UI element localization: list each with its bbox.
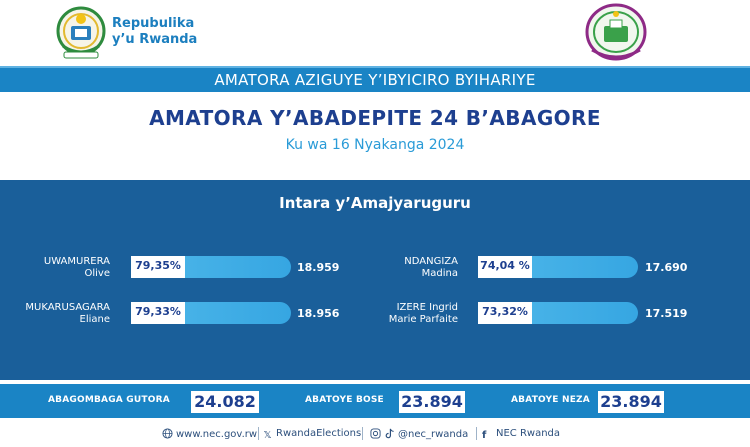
rwanda-coat-of-arms [56, 6, 106, 59]
candidate-name-line2: Olive [84, 268, 111, 279]
percent-box [131, 256, 185, 278]
candidate-name-line2: Marie Parfaite [388, 314, 458, 325]
valid-votes-value: 23.894 [598, 391, 664, 413]
candidate-name-line1: MUKARUSAGARA [25, 302, 110, 313]
registered-voters-label: ABAGOMBAGA GUTORA [48, 395, 170, 405]
turnout-summary: ABAGOMBAGA GUTORA 24.082 ABATOYE BOSE 23… [0, 384, 750, 418]
facebook-icon: f [482, 430, 487, 441]
website-link[interactable]: www.nec.gov.rw [162, 428, 257, 440]
total-voted-value: 23.894 [399, 391, 465, 413]
candidate-result-bar: 74,04 % [478, 256, 638, 278]
percent-box [478, 256, 532, 278]
tiktok-icon [385, 428, 394, 439]
nec-logo [585, 3, 647, 61]
candidate-name-line2: Madina [421, 268, 458, 279]
header: Repubulika y’u Rwanda [0, 0, 750, 66]
x-handle: RwandaElections [276, 428, 362, 439]
election-type-banner: AMATORA AZIGUYE Y’IBYICIRO BYIHARIYE [0, 66, 750, 92]
gov-name-line1: Repubulika [112, 16, 195, 31]
candidate-result-bar: 73,32% [478, 302, 638, 324]
facebook-handle: NEC Rwanda [496, 428, 561, 439]
website-text: www.nec.gov.rw [176, 429, 258, 440]
footer-divider [258, 427, 259, 440]
candidate-name: MUKARUSAGARA Eliane [0, 302, 110, 326]
candidate-name: IZERE Ingrid Marie Parfaite [348, 302, 458, 326]
candidate-percent: 74,04 % [480, 259, 530, 272]
percent-box [131, 302, 185, 324]
candidate-result-bar: 79,33% [131, 302, 291, 324]
candidate-result-bar: 79,35% [131, 256, 291, 278]
footer-contacts: www.nec.gov.rw 𝕏 RwandaElections @nec_rwa… [0, 420, 750, 447]
candidate-name-line1: NDANGIZA [404, 256, 458, 267]
banner-text: AMATORA AZIGUYE Y’IBYICIRO BYIHARIYE [214, 71, 536, 89]
candidate-name-line1: UWAMURERA [43, 256, 110, 267]
candidate-votes: 17.519 [645, 307, 688, 320]
facebook-link[interactable]: f NEC Rwanda [482, 428, 560, 441]
instagram-tiktok-link[interactable]: @nec_rwanda [370, 428, 468, 440]
candidate-votes: 18.959 [297, 261, 340, 274]
footer-divider [476, 427, 477, 440]
candidate-name-line2: Eliane [79, 314, 111, 325]
valid-votes-label: ABATOYE NEZA [511, 395, 590, 405]
social-handle: @nec_rwanda [398, 429, 469, 440]
date-subtitle: Ku wa 16 Nyakanga 2024 [285, 137, 465, 153]
candidate-name: NDANGIZA Madina [348, 256, 458, 280]
candidate-name: UWAMURERA Olive [0, 256, 110, 280]
x-link[interactable]: 𝕏 RwandaElections [262, 428, 361, 441]
candidate-votes: 18.956 [297, 307, 340, 320]
instagram-icon [370, 428, 381, 439]
region-title: Intara y’Amajyaruguru [279, 194, 471, 212]
candidate-votes: 17.690 [645, 261, 688, 274]
page-title: AMATORA Y’ABADEPITE 24 B’ABAGORE [149, 106, 601, 130]
candidate-name-line1: IZERE Ingrid [396, 302, 458, 313]
x-icon: 𝕏 [263, 430, 272, 441]
results-panel: Intara y’Amajyaruguru UWAMURERA Olive 79… [0, 180, 750, 380]
candidate-percent: 79,35% [135, 259, 181, 272]
footer-divider [362, 427, 363, 440]
globe-icon [162, 428, 173, 439]
registered-voters-value: 24.082 [191, 391, 259, 413]
gov-name-line2: y’u Rwanda [112, 32, 198, 47]
government-name: Repubulika y’u Rwanda [112, 16, 197, 48]
percent-box [478, 302, 532, 324]
candidate-percent: 79,33% [135, 305, 181, 318]
candidate-percent: 73,32% [482, 305, 528, 318]
total-voted-label: ABATOYE BOSE [305, 395, 384, 405]
